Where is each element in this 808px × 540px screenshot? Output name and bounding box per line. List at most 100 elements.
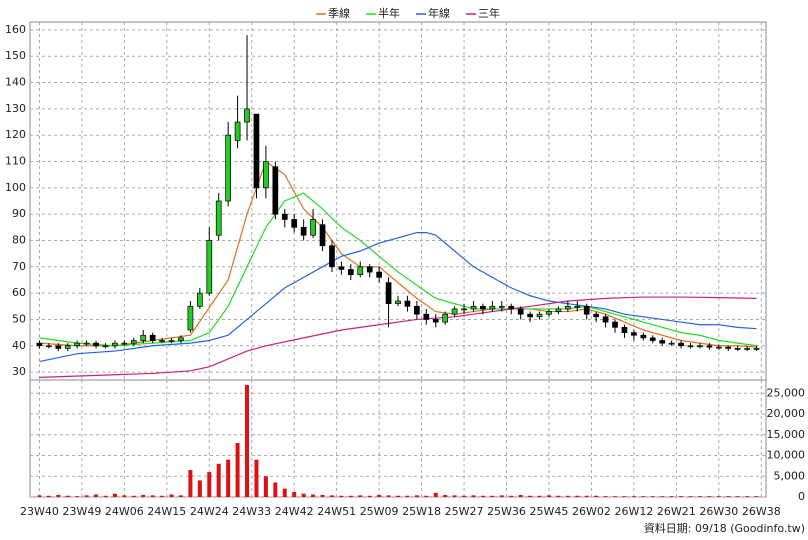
candle-body: [404, 300, 411, 307]
volume-bar: [594, 495, 599, 497]
candle-body: [329, 245, 335, 268]
candle-body: [725, 346, 732, 349]
candle-body: [612, 321, 618, 328]
candle-body: [621, 327, 628, 333]
volume-bar: [631, 496, 636, 497]
volume-bar: [377, 494, 382, 497]
candle-body: [593, 313, 600, 318]
volume-bar: [282, 488, 287, 497]
candle-body: [215, 200, 222, 236]
candle-body: [93, 342, 99, 347]
candle-body: [517, 308, 524, 315]
candle-body: [734, 348, 741, 350]
volume-bar: [339, 495, 344, 497]
candle-body: [357, 266, 364, 276]
volume-bar: [613, 496, 618, 497]
volume-bar: [499, 495, 504, 497]
y-tick-label: 120: [5, 128, 26, 141]
volume-bar: [490, 495, 495, 497]
volume-bar: [254, 459, 259, 497]
volume-bar: [575, 495, 580, 497]
candle-body: [753, 348, 760, 350]
volume-bar: [329, 495, 334, 497]
volume-bar: [263, 476, 268, 497]
y-tick-label: 100: [5, 181, 26, 194]
candle-body: [187, 305, 194, 331]
candle-body: [395, 300, 401, 305]
y-tick-label: 140: [5, 76, 26, 89]
volume-bar: [660, 496, 665, 497]
ma-line: [39, 231, 757, 363]
x-tick-label: 24W33: [232, 505, 271, 518]
volume-bar: [320, 494, 325, 497]
x-tick-label: 26W30: [699, 505, 738, 518]
volume-bar: [546, 495, 551, 497]
x-tick-label: 25W09: [360, 505, 399, 518]
x-tick-label: 23W40: [20, 505, 59, 518]
candle-body: [649, 337, 656, 341]
volume-bar: [56, 494, 61, 497]
volume-bar: [169, 494, 174, 497]
candle-body: [470, 305, 477, 310]
candle-body: [480, 305, 486, 310]
volume-bar: [433, 492, 438, 497]
volume-bar: [584, 495, 589, 497]
candle-body: [36, 342, 43, 347]
volume-bar: [245, 384, 250, 497]
volume-bar: [405, 495, 410, 497]
volume-bar: [697, 496, 702, 497]
volume-bar: [707, 496, 712, 497]
candle-body: [631, 332, 637, 336]
volume-bar: [471, 495, 476, 497]
candle-body: [564, 305, 571, 310]
volume-bar: [301, 493, 306, 497]
legend-label: 三年: [478, 6, 500, 20]
volume-bar: [207, 472, 212, 497]
volume-bar: [641, 496, 646, 497]
volume-bar: [75, 496, 80, 497]
volume-bar: [452, 495, 457, 497]
candle-body: [46, 345, 52, 348]
y-tick-label: 40: [12, 339, 26, 352]
volume-bar: [735, 496, 740, 497]
ma-line: [39, 296, 757, 378]
y-tick-label: 50: [12, 312, 26, 325]
y-tick-label: 0: [798, 490, 805, 503]
candle-body: [555, 308, 562, 312]
volume-bar: [414, 495, 419, 497]
candle-body: [536, 313, 543, 318]
candle-body: [640, 334, 647, 339]
x-tick-label: 26W12: [614, 505, 653, 518]
y-tick-label: 5,000: [774, 469, 806, 482]
x-tick-label: 24W51: [317, 505, 356, 518]
candle-body: [263, 161, 269, 189]
y-tick-label: 70: [12, 260, 26, 273]
volume-bar: [273, 482, 278, 497]
candle-body: [668, 342, 675, 345]
candle-body: [744, 348, 750, 350]
candle-body: [253, 113, 260, 189]
volume-frame: [29, 379, 767, 498]
candle-body: [300, 226, 307, 236]
x-tick-label: 24W24: [190, 505, 229, 518]
price-frame: [29, 21, 767, 381]
candle-body: [74, 342, 81, 347]
volume-bar: [716, 496, 721, 497]
candle-body: [140, 334, 147, 341]
y-tick-label: 10,000: [767, 449, 806, 462]
volume-bar: [311, 494, 316, 497]
y-tick-label: 20,000: [767, 407, 806, 420]
volume-bar: [84, 495, 89, 497]
volume-bar: [197, 480, 202, 497]
volume-bar: [46, 495, 51, 497]
candle-body: [55, 345, 62, 349]
volume-bar: [603, 496, 608, 497]
y-tick-label: 15,000: [767, 428, 806, 441]
candle-body: [319, 224, 326, 247]
candle-body: [225, 134, 232, 202]
x-tick-label: 24W06: [105, 505, 144, 518]
volume-bar: [509, 495, 514, 497]
volume-bar: [443, 494, 448, 497]
volume-bar: [726, 496, 731, 497]
candle-body: [291, 219, 298, 228]
